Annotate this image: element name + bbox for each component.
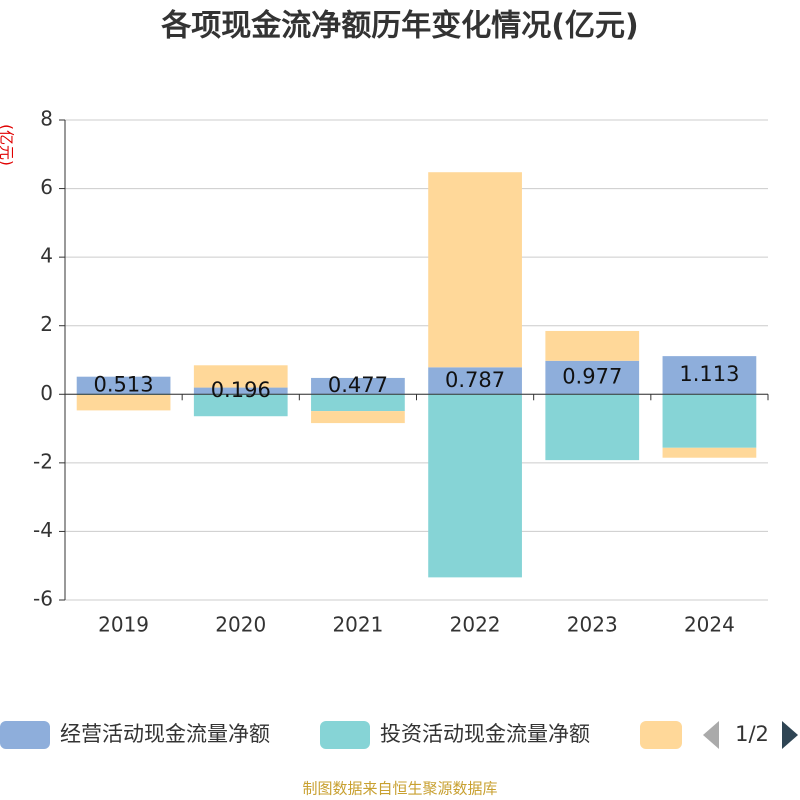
legend-cover (682, 715, 800, 755)
bar (193, 394, 288, 417)
y-tick-label: -6 (33, 587, 53, 611)
data-label: 0.787 (445, 368, 505, 392)
y-tick-label: 6 (40, 175, 53, 199)
bar (662, 394, 757, 448)
bar (193, 365, 288, 388)
data-label: 1.113 (679, 362, 739, 386)
legend-swatch[interactable] (0, 721, 50, 749)
data-label: 0.977 (562, 365, 622, 389)
legend-swatch[interactable] (320, 721, 370, 749)
legend-page: 1/2 (735, 722, 769, 746)
y-tick-label: 8 (40, 107, 53, 131)
bar (428, 172, 522, 368)
bar (428, 394, 522, 578)
y-tick-label: -2 (33, 449, 53, 473)
legend-label[interactable]: 经营活动现金流量净额 (60, 722, 270, 746)
y-tick-label: 4 (40, 244, 53, 268)
x-tick-label: 2021 (332, 613, 383, 637)
bar (76, 394, 171, 411)
bar (76, 376, 171, 395)
x-tick-label: 2020 (215, 613, 266, 637)
y-tick-label: -4 (33, 518, 53, 542)
bar (428, 367, 522, 395)
legend-label[interactable]: 投资活动现金流量净额 (380, 722, 590, 746)
source-note: 制图数据来自恒生聚源数据库 (302, 780, 497, 798)
bar (311, 377, 405, 395)
bar (545, 394, 640, 461)
bar (311, 411, 405, 424)
data-label: 0.513 (94, 372, 154, 396)
legend-next[interactable] (782, 721, 798, 749)
x-tick-label: 2019 (98, 613, 149, 637)
bar (662, 447, 757, 458)
bar (311, 394, 405, 412)
y-tick-label: 2 (40, 312, 53, 336)
data-label: 0.196 (211, 378, 271, 402)
bar (545, 360, 640, 395)
y-axis-label: (亿元) (0, 124, 16, 166)
x-tick-label: 2022 (450, 613, 501, 637)
legend-prev[interactable] (703, 721, 719, 749)
x-tick-label: 2024 (684, 613, 735, 637)
bar (662, 356, 757, 395)
data-label: 0.477 (328, 373, 388, 397)
y-tick-label: 0 (40, 381, 53, 405)
bar (193, 387, 288, 395)
chart-title: 各项现金流净额历年变化情况(亿元) (160, 9, 638, 44)
x-tick-label: 2023 (567, 613, 618, 637)
bar (545, 330, 640, 361)
legend-swatch[interactable] (640, 721, 682, 749)
